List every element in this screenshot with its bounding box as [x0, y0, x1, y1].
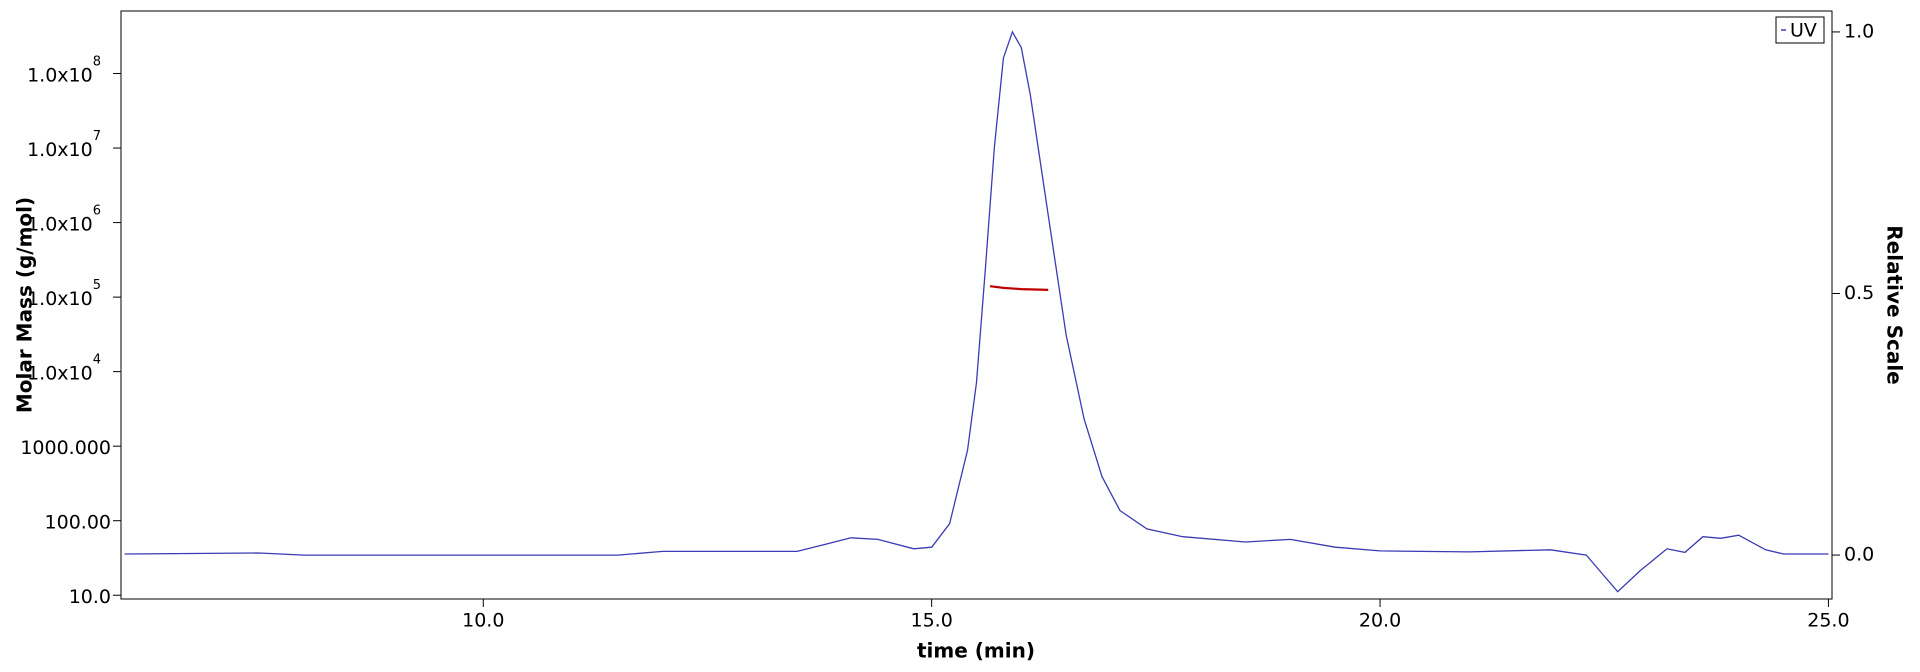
- plot-frame: [120, 10, 1833, 600]
- y2-axis-label: Relative Scale: [1883, 225, 1907, 384]
- y-tick-label-base: 1.0x10: [27, 139, 93, 161]
- y-tick-label-exponent: 7: [93, 129, 101, 144]
- line-series: [124, 30, 1829, 593]
- x-tick-label: 20.0: [1359, 610, 1401, 632]
- line-series: [989, 285, 1049, 291]
- legend-box: [1775, 16, 1825, 44]
- x-tick-label: 25.0: [1807, 610, 1849, 632]
- x-tick-label: 15.0: [911, 610, 953, 632]
- y-tick-label: 100.00: [45, 511, 111, 533]
- y-tick-label-exponent: 6: [93, 203, 101, 218]
- y-tick-label: 1.0x106: [27, 203, 101, 235]
- y-tick-label: 1.0x104: [27, 352, 101, 384]
- y-tick-label-base: 1.0x10: [27, 362, 93, 384]
- y-tick-label-exponent: 5: [93, 278, 101, 293]
- y2-tick-label: 0.5: [1844, 282, 1874, 304]
- y-tick-label: 10.0: [69, 586, 111, 608]
- y-tick-label-base: 10.0: [69, 586, 111, 608]
- y-tick-label-exponent: 8: [93, 54, 101, 69]
- x-axis-label: time (min): [917, 639, 1035, 663]
- y-tick-label: 1.0x108: [27, 54, 101, 86]
- y-tick-label-base: 1.0x10: [27, 213, 93, 235]
- y-tick-label-base: 100.00: [45, 511, 111, 533]
- x-tick-label: 10.0: [462, 610, 504, 632]
- y-tick-label-base: 1000.000: [20, 437, 111, 459]
- y-tick-label-base: 1.0x10: [27, 288, 93, 310]
- y2-tick-label: 0.0: [1844, 544, 1874, 566]
- y2-tick-label: 1.0: [1844, 20, 1874, 42]
- legend-label: UV: [1790, 20, 1817, 42]
- y-tick-label-base: 1.0x10: [27, 64, 93, 86]
- y-tick-label: 1.0x105: [27, 278, 101, 310]
- y-tick-label: 1.0x107: [27, 129, 101, 161]
- y-tick-label: 1000.000: [20, 437, 111, 459]
- y-tick-label-exponent: 4: [93, 352, 101, 367]
- y-axis-label: Molar Mass (g/mol): [13, 197, 37, 413]
